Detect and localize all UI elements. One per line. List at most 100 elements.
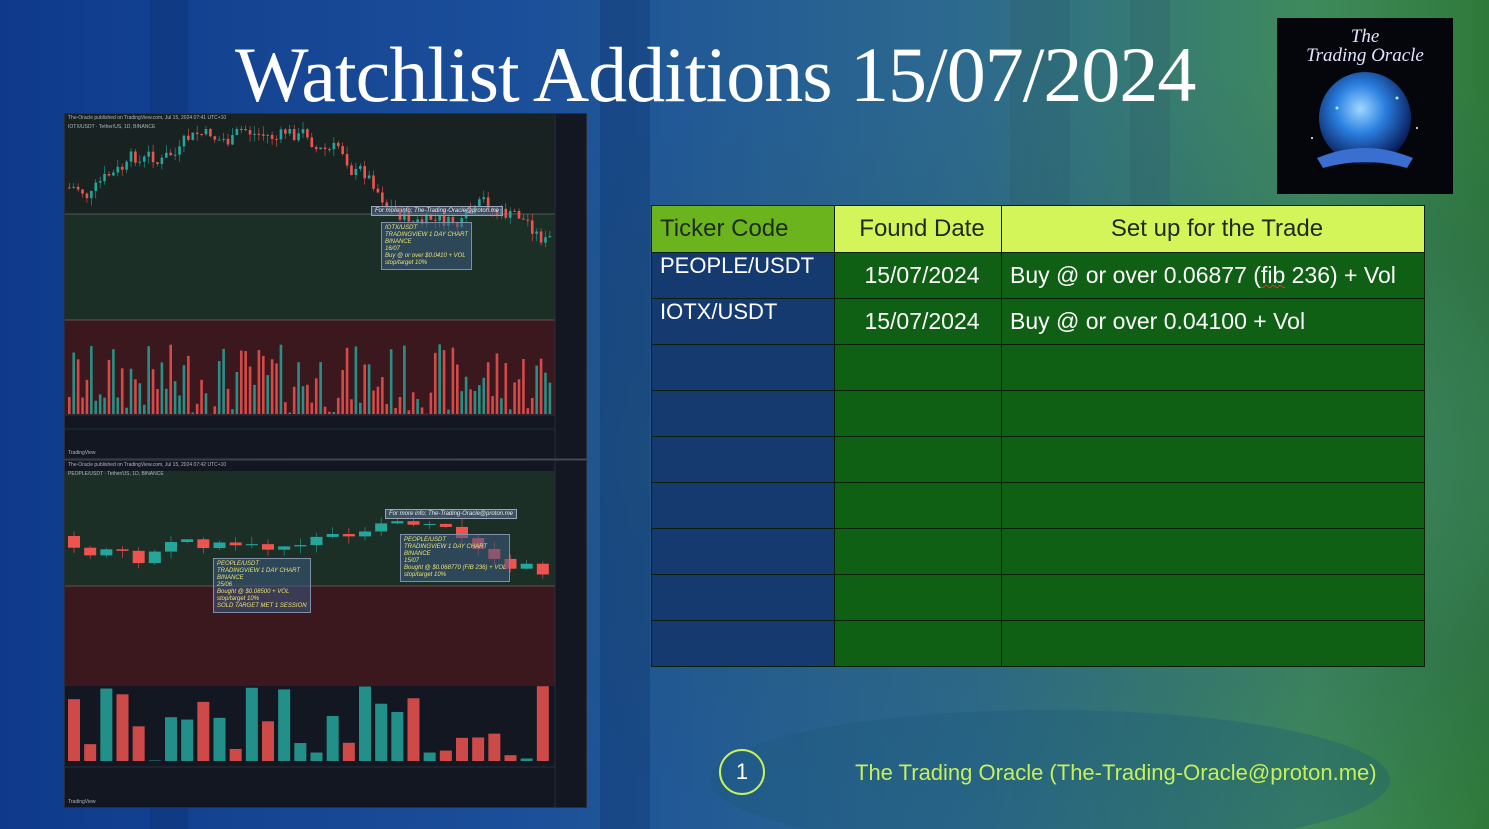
tradingview-footer: TradingView — [68, 799, 96, 805]
candle — [359, 166, 362, 169]
volume-bar — [429, 392, 433, 414]
candle — [478, 199, 481, 206]
candle — [292, 129, 296, 141]
candle — [103, 173, 106, 182]
setup-cell — [1001, 344, 1425, 391]
table-row — [651, 344, 1425, 391]
date-cell — [834, 390, 1002, 437]
volume-bar — [535, 365, 538, 414]
volume-bar — [191, 412, 195, 414]
tradingview-footer: TradingView — [68, 450, 96, 456]
volume-bar — [438, 344, 441, 414]
candle — [107, 173, 111, 176]
volume-bar — [142, 404, 146, 414]
table-row — [651, 528, 1425, 575]
volume-bar — [530, 397, 534, 414]
volume-bar — [526, 408, 530, 414]
volume-bar — [178, 395, 181, 414]
volume-bar — [297, 362, 300, 414]
volume-bar — [363, 364, 367, 414]
volume-bar — [187, 355, 190, 414]
trade-note: IOTX/USDT TRADINGVIEW 1 DAY CHART BINANC… — [381, 222, 473, 270]
volume-bar — [173, 381, 177, 414]
setup-cell — [1001, 528, 1425, 575]
candle — [120, 166, 124, 170]
volume-bar — [165, 717, 177, 761]
chart-symbol: IOTX/USDT · Tether/US, 1D, BINANCE — [68, 124, 156, 130]
candle — [381, 192, 384, 203]
candle — [231, 135, 234, 145]
volume-bar — [217, 361, 221, 414]
volume-bar — [451, 347, 455, 414]
candle — [536, 563, 549, 575]
header-date: Found Date — [834, 205, 1002, 253]
candle — [165, 541, 177, 552]
candle — [84, 547, 97, 556]
volume-bar — [294, 743, 307, 761]
volume-bar — [416, 398, 419, 414]
candle — [244, 129, 247, 131]
volume-bar — [85, 379, 89, 414]
volume-bar — [239, 350, 243, 414]
setup-text-end: 236) + Vol — [1285, 262, 1396, 288]
volume-bar — [504, 363, 508, 414]
candle — [200, 133, 203, 135]
volume-bar — [301, 386, 305, 414]
candle — [526, 219, 530, 221]
info-label: For more info; The-Trading-Oracle@proton… — [371, 206, 504, 216]
table-row: PEOPLE/USDT 15/07/2024 Buy @ or over 0.0… — [651, 252, 1425, 299]
candle — [125, 161, 128, 170]
setup-cell — [1001, 390, 1425, 437]
date-cell — [834, 344, 1002, 391]
candle — [423, 523, 436, 525]
volume-bar — [367, 364, 371, 414]
volume-bar — [328, 411, 331, 414]
candle — [345, 154, 349, 166]
volume-bar — [359, 686, 371, 761]
candle — [310, 137, 314, 148]
date-cell: 15/07/2024 — [834, 252, 1002, 299]
candle — [173, 154, 177, 156]
volume-bar — [314, 378, 318, 414]
volume-bar — [270, 359, 274, 414]
header-ticker: Ticker Code — [651, 205, 835, 253]
candle — [530, 220, 534, 234]
candle — [226, 138, 230, 145]
candle — [239, 129, 243, 130]
candle — [81, 189, 84, 194]
candle — [367, 175, 371, 179]
volume-bar — [345, 347, 349, 414]
candle — [197, 539, 210, 549]
volume-bar — [165, 388, 168, 414]
candle — [248, 130, 252, 135]
candle — [391, 521, 404, 524]
volume-bar — [332, 411, 336, 414]
candle — [420, 219, 424, 224]
candle — [385, 202, 389, 208]
volume-bar — [376, 386, 380, 414]
candle — [332, 142, 336, 150]
volume-bar — [160, 362, 164, 414]
volume-bar — [100, 688, 113, 761]
candle — [326, 533, 339, 537]
volume-bar — [125, 407, 128, 414]
volume-bar — [359, 402, 362, 414]
candle — [142, 156, 146, 162]
candle — [253, 133, 256, 135]
candle — [151, 151, 155, 163]
page-title: Watchlist Additions 15/07/2024 — [235, 31, 1196, 118]
chart-header: The-Oracle published on TradingView.com,… — [68, 115, 227, 121]
volume-bar — [138, 383, 142, 414]
candle — [165, 152, 168, 158]
candle — [520, 563, 533, 569]
candle — [222, 138, 225, 140]
volume-bar — [336, 397, 340, 414]
volume-bar — [472, 737, 485, 761]
candle — [178, 146, 181, 155]
candle — [134, 151, 137, 163]
volume-bar — [411, 392, 415, 414]
candle — [187, 135, 190, 140]
candle — [301, 129, 305, 134]
volume-bar — [253, 384, 256, 414]
volume-bar — [81, 397, 84, 414]
